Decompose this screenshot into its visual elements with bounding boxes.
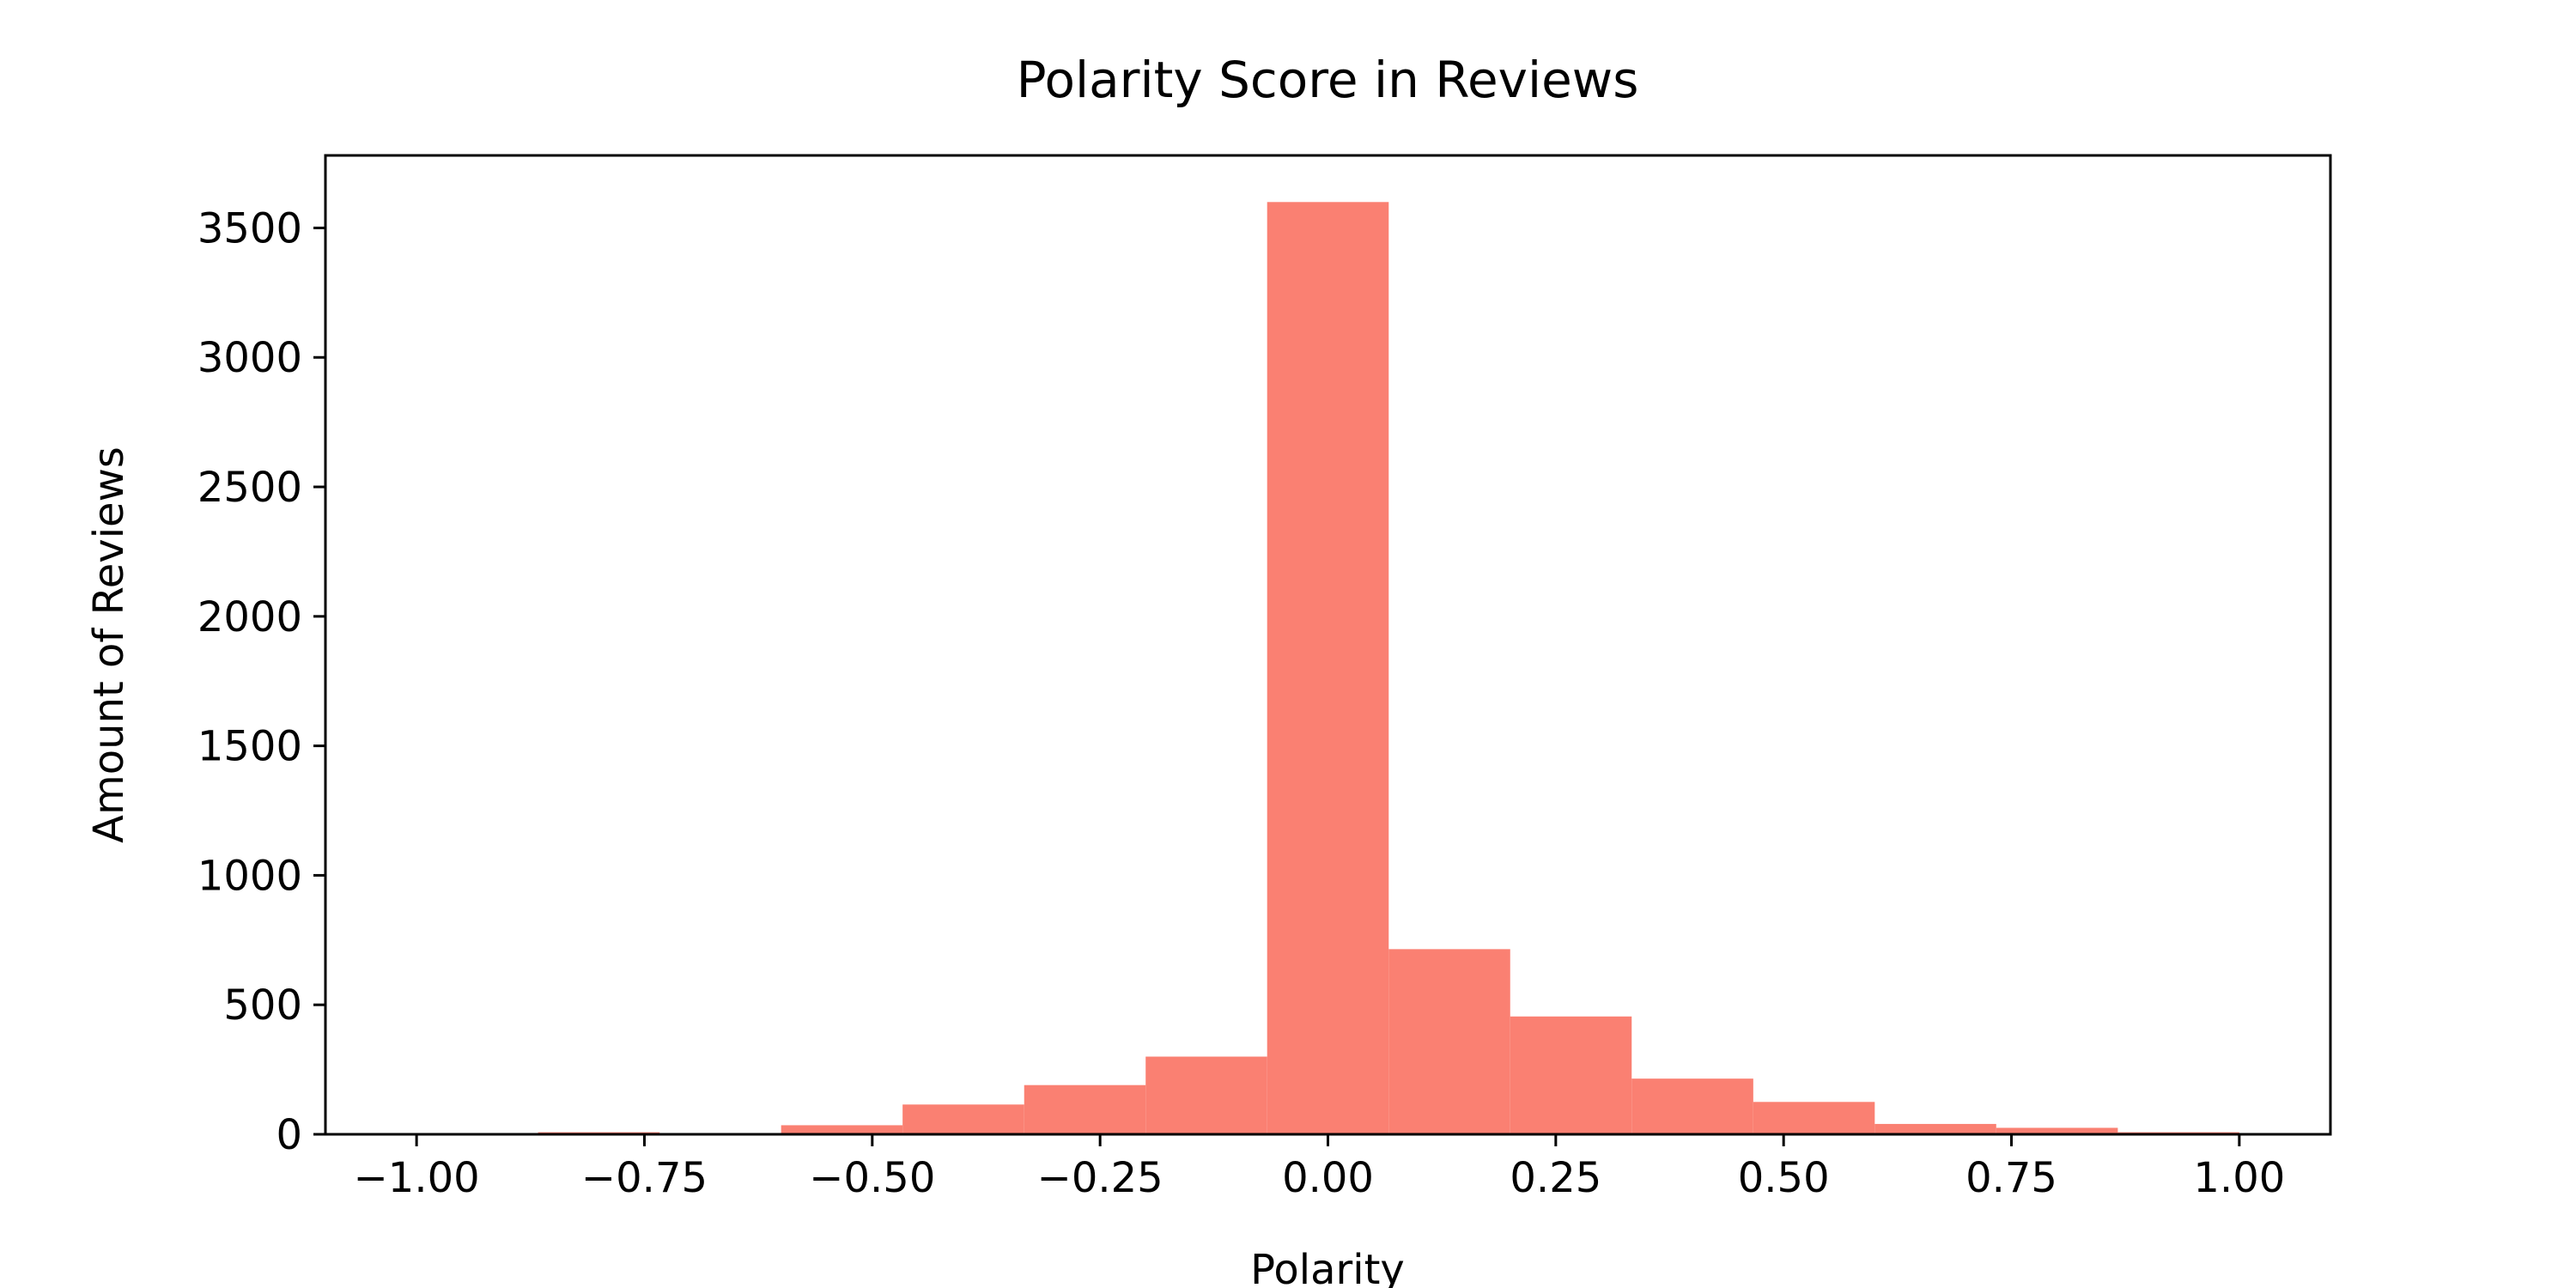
chart-title: Polarity Score in Reviews	[1017, 51, 1639, 109]
x-tick-label: −1.00	[354, 1154, 480, 1202]
histogram-bar	[1753, 1102, 1875, 1134]
histogram-bar	[1631, 1078, 1753, 1134]
y-axis: 0 500 1000 1500 2000 2500 3000 3500	[197, 204, 325, 1159]
y-tick-label: 1000	[197, 852, 302, 900]
x-tick-label: 0.00	[1282, 1154, 1374, 1202]
histogram-bar	[902, 1104, 1024, 1134]
x-tick-label: −0.50	[809, 1154, 935, 1202]
y-tick-label: 1500	[197, 723, 302, 771]
histogram-bar	[1388, 949, 1510, 1134]
bars-layer	[416, 202, 2239, 1134]
y-tick-label: 500	[223, 981, 302, 1030]
y-tick-label: 3000	[197, 334, 302, 382]
y-tick-label: 2000	[197, 593, 302, 641]
histogram-bar	[1145, 1056, 1267, 1134]
x-tick-label: −0.25	[1037, 1154, 1163, 1202]
histogram-bar	[781, 1125, 903, 1134]
x-tick-label: 1.00	[2193, 1154, 2285, 1202]
y-tick-label: 3500	[197, 204, 302, 252]
x-axis-label: Polarity	[1250, 1246, 1405, 1288]
histogram-bar	[1024, 1084, 1146, 1134]
x-tick-label: 0.50	[1738, 1154, 1830, 1202]
x-axis: −1.00 −0.75 −0.50 −0.25 0.00 0.25 0.50 0.75 1.00	[354, 1134, 2285, 1202]
histogram-bar	[1510, 1016, 1632, 1134]
histogram-bar	[1996, 1127, 2118, 1134]
histogram-bar	[1267, 202, 1389, 1134]
y-axis-label: Amount of Reviews	[85, 447, 133, 843]
y-tick-label: 0	[276, 1111, 302, 1159]
y-tick-label: 2500	[197, 464, 302, 512]
histogram-bar	[1874, 1123, 1996, 1134]
x-tick-label: 0.25	[1510, 1154, 1601, 1202]
x-tick-label: 0.75	[1965, 1154, 2057, 1202]
x-tick-label: −0.75	[581, 1154, 708, 1202]
